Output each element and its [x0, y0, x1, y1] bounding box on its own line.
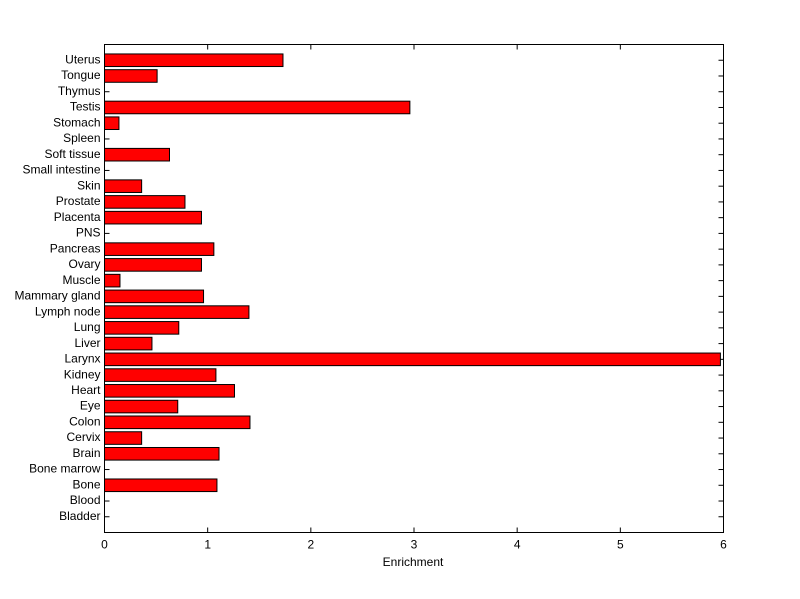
y-tick-label: Liver — [74, 336, 100, 350]
x-tick-label: 0 — [101, 538, 108, 552]
bar — [104, 53, 284, 68]
x-tick-label: 4 — [514, 538, 521, 552]
bar — [104, 100, 411, 115]
y-tick-label: Lung — [74, 320, 101, 334]
y-tick-label: Thymus — [58, 84, 101, 98]
bar — [104, 179, 143, 193]
y-tick-label: Larynx — [64, 352, 100, 366]
bar — [104, 415, 251, 430]
y-tick-label: Bone — [72, 477, 100, 491]
bar — [104, 336, 153, 351]
bar — [104, 478, 218, 493]
x-tick-label: 3 — [411, 538, 418, 552]
bar — [104, 399, 179, 414]
bar — [104, 116, 120, 131]
y-tick-label: Prostate — [56, 194, 101, 208]
y-tick-label: Mammary gland — [14, 289, 100, 303]
x-tick-label: 6 — [720, 538, 727, 552]
bar — [104, 321, 180, 335]
x-axis-label: Enrichment — [383, 555, 444, 569]
bar — [104, 289, 205, 304]
bar — [104, 368, 217, 382]
bar — [104, 446, 220, 461]
y-tick-label: Bone marrow — [29, 462, 101, 476]
y-tick-label: Testis — [70, 100, 101, 114]
bar — [104, 242, 215, 256]
x-tick-label: 1 — [204, 538, 211, 552]
y-tick-label: Cervix — [66, 430, 100, 444]
y-tick-label: Heart — [71, 383, 101, 397]
bar — [104, 305, 250, 319]
y-tick-label: Brain — [72, 446, 100, 460]
bar — [104, 384, 235, 398]
y-tick-label: Small intestine — [22, 163, 100, 177]
bar — [104, 352, 721, 367]
bar — [104, 147, 170, 162]
bar — [104, 210, 202, 225]
x-tick-label: 5 — [617, 538, 624, 552]
y-tick-label: Kidney — [64, 367, 101, 381]
y-tick-label: Spleen — [63, 131, 100, 145]
y-tick-label: Lymph node — [35, 304, 101, 318]
y-tick-label: Colon — [69, 414, 100, 428]
y-tick-label: Ovary — [68, 257, 100, 271]
y-tick-label: Eye — [80, 399, 101, 413]
bar — [104, 195, 186, 209]
y-tick-label: Tongue — [61, 68, 101, 82]
y-tick-label: Pancreas — [50, 241, 101, 255]
y-tick-label: Skin — [77, 178, 100, 192]
bar — [104, 273, 121, 288]
bar — [104, 69, 158, 83]
y-tick-label: Uterus — [65, 52, 100, 66]
bar — [104, 258, 202, 272]
y-tick-label: Stomach — [53, 115, 100, 129]
y-tick-label: Placenta — [54, 210, 101, 224]
y-tick-label: PNS — [76, 226, 101, 240]
bar — [104, 431, 143, 445]
x-tick-label: 2 — [307, 538, 314, 552]
y-tick-label: Blood — [70, 493, 101, 507]
y-tick-label: Bladder — [59, 509, 100, 523]
y-tick-label: Soft tissue — [44, 147, 100, 161]
y-tick-label: Muscle — [62, 273, 100, 287]
